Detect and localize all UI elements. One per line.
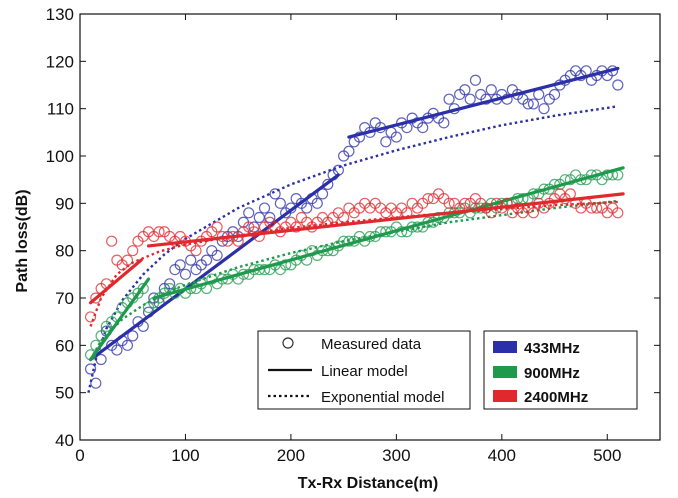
linear-model-line (88, 277, 151, 362)
measured-point (174, 259, 186, 271)
measured-point (527, 98, 540, 110)
x-tick-label: 200 (277, 446, 305, 465)
measured-point (417, 121, 429, 134)
measured-point (485, 84, 497, 96)
plot-area (84, 65, 625, 393)
style-legend-label: Measured data (321, 336, 422, 353)
y-tick-label: 80 (55, 242, 74, 261)
measured-point (153, 226, 165, 238)
measured-point (459, 197, 471, 209)
color-legend-label: 2400MHz (524, 389, 588, 406)
measured-point (538, 103, 550, 115)
legend-swatch-900mhz (493, 366, 517, 378)
measured-point (380, 136, 392, 148)
exponential-model-line (87, 105, 618, 393)
y-tick-label: 120 (46, 52, 74, 71)
color-legend: 433MHz 900MHz 2400MHz (483, 330, 638, 410)
measured-point (137, 282, 149, 295)
measured-point (311, 197, 323, 209)
axes: 0 100 200 300 400 500 40 50 60 70 80 90 100 110 120 130 (46, 5, 661, 465)
y-tick-label: 50 (55, 384, 74, 403)
measured-point (90, 377, 102, 389)
color-legend-label: 900MHz (524, 365, 580, 382)
measured-point (443, 93, 455, 105)
measured-point (338, 211, 350, 224)
x-tick-label: 0 (75, 446, 84, 465)
exponential-model-line (89, 200, 618, 327)
color-legend-label: 433MHz (524, 340, 580, 357)
y-tick-label: 100 (46, 147, 74, 166)
measured-point (612, 79, 624, 91)
measured-point (90, 292, 102, 304)
y-tick-label: 40 (55, 431, 74, 450)
measured-point (274, 197, 286, 209)
measured-point (464, 93, 476, 105)
measured-point (179, 268, 192, 280)
measured-point (111, 344, 123, 356)
measured-point (200, 254, 213, 266)
measured-point (185, 254, 197, 266)
measured-point (301, 202, 313, 214)
measured-point (290, 221, 302, 233)
style-legend: Measured data Linear model Exponential mod… (257, 330, 471, 410)
measured-point (422, 193, 434, 205)
measured-point (84, 363, 97, 375)
style-legend-label: Linear model (321, 363, 408, 380)
measured-point (316, 188, 329, 200)
measured-point (522, 98, 534, 110)
linear-model-line (88, 258, 143, 305)
linear-model-line (152, 166, 625, 300)
measured-point (390, 131, 402, 143)
legend-swatch-433mhz (493, 341, 517, 353)
measured-point (211, 221, 223, 233)
measured-point (322, 178, 334, 190)
style-legend-label: Exponential model (321, 389, 444, 406)
measured-point (127, 330, 139, 342)
x-tick-label: 400 (488, 446, 516, 465)
measured-point (190, 245, 202, 257)
y-tick-label: 110 (47, 100, 74, 119)
linear-model-line (146, 192, 625, 248)
measured-point (548, 88, 561, 101)
y-tick-label: 90 (55, 194, 74, 213)
measured-point (469, 74, 482, 86)
series-2400mhz (84, 188, 625, 327)
y-axis-label: Path loss(dB) (14, 189, 31, 292)
measured-point (591, 202, 603, 214)
axes-frame (79, 13, 661, 441)
x-tick-label: 100 (171, 446, 199, 465)
measured-point (127, 245, 139, 257)
legend-swatch-2400mhz (493, 390, 517, 402)
measured-point (211, 249, 223, 261)
exponential-model-line (89, 199, 618, 361)
y-tick-label: 60 (55, 336, 74, 355)
legend-circle-icon (282, 337, 294, 349)
measured-point (264, 211, 276, 224)
measured-point (258, 202, 271, 214)
measured-point (243, 207, 255, 219)
measured-point (459, 84, 471, 96)
measured-point (121, 339, 134, 351)
measured-point (343, 145, 355, 157)
x-axis-label: Tx-Rx Distance(m) (298, 475, 438, 492)
legends: Measured data Linear model Exponential mod… (257, 330, 638, 410)
measured-point (106, 235, 118, 247)
y-tick-label: 130 (46, 5, 74, 24)
y-tick-label: 70 (55, 289, 74, 308)
measured-point (438, 117, 450, 129)
measured-point (612, 207, 624, 219)
x-tick-label: 500 (593, 446, 621, 465)
measured-point (164, 278, 176, 290)
measured-point (443, 197, 455, 209)
measured-point (269, 188, 281, 200)
linear-model-line (88, 173, 340, 362)
x-tick-label: 300 (382, 446, 410, 465)
linear-model-line (347, 66, 620, 139)
measured-point (84, 311, 97, 323)
